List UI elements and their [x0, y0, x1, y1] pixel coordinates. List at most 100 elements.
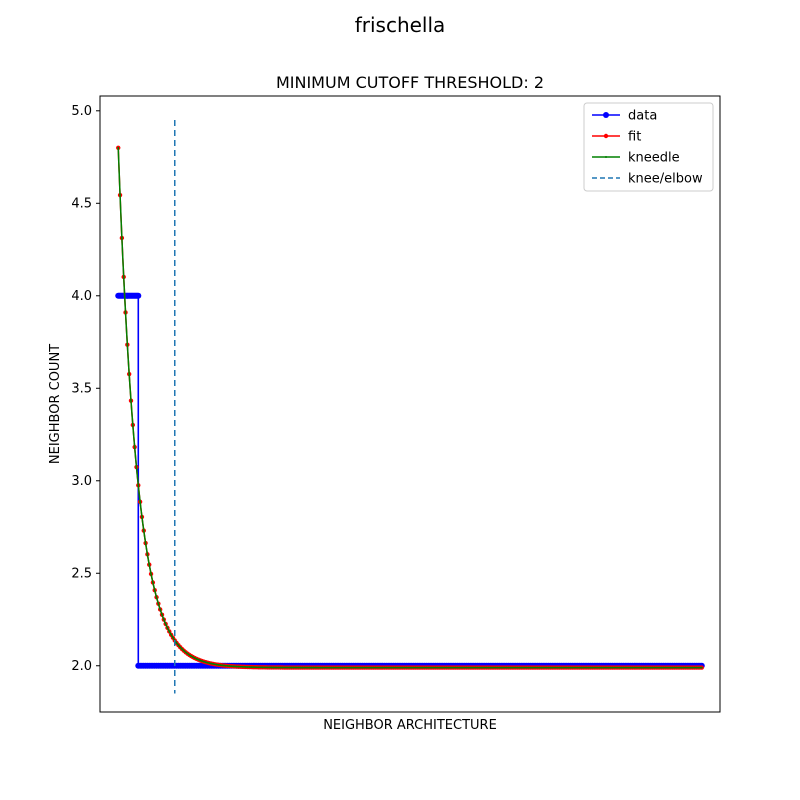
kneedle-point: [595, 666, 597, 669]
kneedle-point: [166, 626, 169, 629]
kneedle-point: [465, 666, 468, 669]
kneedle-point: [204, 661, 207, 664]
kneedle-point: [421, 666, 424, 669]
kneedle-point: [469, 666, 472, 669]
kneedle-point: [582, 666, 585, 669]
kneedle-point: [589, 666, 592, 669]
kneedle-point: [405, 666, 408, 669]
kneedle-point: [217, 663, 220, 666]
kneedle-point: [348, 666, 351, 669]
y-tick-label: 3.5: [71, 381, 92, 396]
kneedle-point: [500, 666, 503, 669]
kneedle-point: [560, 666, 563, 669]
kneedle-point: [210, 662, 213, 665]
kneedle-point: [432, 666, 435, 669]
y-axis: 2.0 2.5 3.0 3.5 4.0 4.5 5.0: [71, 104, 100, 674]
series-layer: [115, 120, 705, 694]
kneedle-point: [144, 542, 147, 544]
kneedle-point: [627, 666, 630, 669]
kneedle-point: [352, 666, 355, 669]
kneedle-point: [556, 666, 559, 669]
kneedle-point: [534, 666, 537, 669]
kneedle-point: [175, 642, 178, 644]
kneedle-point: [208, 662, 211, 665]
kneedle-point: [336, 666, 338, 669]
kneedle-point: [350, 666, 353, 669]
legend-box: [583, 102, 714, 192]
kneedle-point: [213, 663, 216, 666]
kneedle-point: [622, 666, 625, 669]
kneedle-point: [491, 666, 493, 669]
kneedle-point: [255, 666, 258, 669]
kneedle-point: [549, 666, 552, 669]
kneedle-point: [274, 666, 276, 669]
kneedle-point: [254, 666, 256, 669]
legend-label: kneedle: [628, 151, 680, 166]
kneedle-point: [248, 666, 251, 668]
kneedle-point: [454, 666, 457, 669]
kneedle-point: [359, 666, 362, 669]
kneedle-point: [420, 666, 422, 669]
kneedle-point: [345, 666, 348, 669]
kneedle-point: [688, 666, 690, 669]
kneedle-point: [430, 666, 433, 669]
kneedle-point: [155, 596, 158, 599]
kneedle-point: [141, 515, 143, 518]
kneedle-point: [410, 666, 413, 669]
kneedle-point: [184, 651, 187, 654]
kneedle-point: [443, 666, 446, 669]
kneedle-point: [195, 658, 198, 660]
kneedle-point: [666, 666, 669, 669]
kneedle-point: [228, 665, 231, 667]
kneedle-point: [239, 665, 242, 668]
kneedle-point: [509, 666, 512, 669]
kneedle-point: [418, 666, 421, 669]
kneedle-point: [146, 553, 149, 556]
legend-marker: [603, 133, 609, 139]
kneedle-point: [678, 666, 681, 669]
kneedle-point: [181, 648, 183, 650]
kneedle-point: [223, 664, 225, 667]
kneedle-point: [363, 666, 366, 669]
kneedle-point: [651, 666, 654, 669]
kneedle-point: [186, 652, 189, 655]
kneedle-point: [483, 666, 486, 669]
kneedle-point: [343, 666, 346, 669]
kneedle-point: [669, 666, 672, 669]
kneedle-point: [494, 666, 497, 669]
kneedle-point: [529, 666, 532, 669]
kneedle-point: [471, 666, 473, 669]
kneedle-point: [151, 581, 154, 584]
kneedle-point: [119, 194, 121, 196]
kneedle-point: [472, 666, 475, 669]
kneedle-point: [131, 424, 134, 426]
y-tick-label: 3.0: [71, 474, 92, 489]
kneedle-point: [299, 666, 302, 669]
kneedle-point: [642, 666, 645, 669]
kneedle-point: [327, 666, 329, 669]
chart-title: MINIMUM CUTOFF THRESHOLD: 2: [276, 73, 544, 92]
kneedle-point: [148, 563, 151, 566]
kneedle-point: [598, 666, 601, 669]
kneedle-point: [179, 646, 182, 649]
legend-label: data: [628, 109, 657, 124]
kneedle-point: [624, 666, 627, 669]
kneedle-point: [607, 666, 610, 669]
kneedle-point: [536, 666, 539, 669]
kneedle-point: [265, 666, 267, 669]
kneedle-point: [150, 573, 152, 575]
kneedle-point: [230, 665, 233, 668]
kneedle-point: [137, 484, 140, 487]
kneedle-point: [133, 446, 136, 448]
kneedle-point: [237, 665, 240, 668]
kneedle-point: [618, 666, 621, 669]
kneedle-point: [423, 666, 426, 669]
kneedle-point: [334, 666, 337, 669]
kneedle-point: [604, 666, 607, 669]
kneedle-point: [317, 666, 320, 669]
kneedle-point: [456, 666, 459, 669]
legend-item-data: data: [592, 109, 657, 124]
kneedle-point: [297, 666, 300, 669]
kneedle-point: [403, 666, 406, 669]
kneedle-point: [188, 654, 191, 656]
